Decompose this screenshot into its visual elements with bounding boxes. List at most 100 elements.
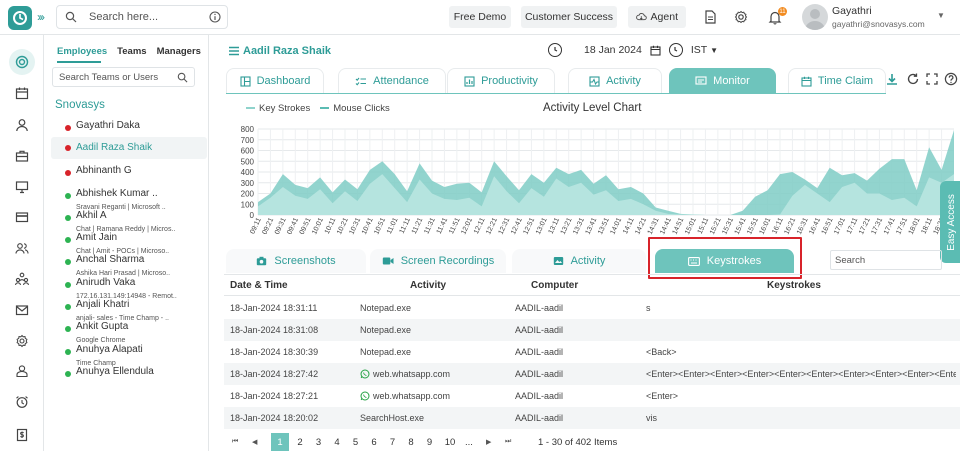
page-link[interactable]: 3 [315, 436, 322, 448]
settings-icon[interactable] [733, 9, 749, 25]
timezone-label[interactable]: IST [690, 44, 708, 56]
agent-button[interactable]: Agent [628, 6, 686, 28]
table-row[interactable]: 18-Jan-2024 18:27:42 web.whatsapp.com AADI… [224, 363, 960, 385]
table-search[interactable] [830, 250, 942, 270]
table-row[interactable]: 18-Jan-2024 18:20:02 SearchHost.exe AADIL-… [224, 407, 960, 429]
legend-mouse-clicks[interactable]: Mouse Clicks [320, 103, 390, 114]
video-icon [382, 257, 394, 265]
free-demo-button[interactable]: Free Demo [449, 6, 511, 28]
page-link[interactable]: 9 [426, 436, 433, 448]
tab-productivity[interactable]: Productivity [447, 68, 555, 93]
org-name[interactable]: Snovasys [55, 99, 105, 111]
timezone-icon[interactable] [668, 43, 683, 57]
tab-label: Productivity [481, 75, 538, 87]
rail-support[interactable] [12, 361, 32, 381]
prev-page-icon[interactable]: ◀ [252, 439, 258, 446]
user-menu-caret-icon[interactable]: ▼ [937, 11, 945, 20]
tab-activity[interactable]: Activity [568, 68, 662, 93]
calendar-icon[interactable] [650, 45, 661, 56]
last-page-icon[interactable]: ⏭ [505, 438, 512, 445]
easy-access-button[interactable]: Easy Access [940, 181, 960, 263]
panel-search[interactable] [52, 67, 195, 87]
rail-team[interactable] [12, 238, 32, 258]
main-tabs: Dashboard Attendance Productivity Activi… [226, 68, 886, 94]
help-icon[interactable] [944, 72, 958, 86]
table-search-input[interactable] [831, 251, 941, 269]
status-dot [65, 326, 71, 333]
subtab-screen-recordings[interactable]: Screen Recordings [370, 249, 506, 273]
rail-projects[interactable] [12, 146, 32, 166]
cell-activity: Notepad.exe [360, 303, 411, 313]
pager-summary: 1 - 30 of 402 Items [538, 436, 618, 448]
tab-time-claim[interactable]: Time Claim [788, 68, 886, 93]
table-row[interactable]: 18-Jan-2024 18:31:08 Notepad.exe AADIL-aad… [224, 319, 960, 341]
calendar-icon [15, 87, 29, 100]
info-icon[interactable] [209, 11, 221, 23]
tab-attendance[interactable]: Attendance [338, 68, 446, 93]
employee-activity: Chat | Amit - POCs | Microso.. [76, 248, 170, 256]
document-icon[interactable] [702, 9, 718, 25]
subtab-screenshots[interactable]: Screenshots [226, 249, 366, 273]
page-link[interactable]: 2 [297, 436, 303, 448]
cell-keystrokes: <Back> [646, 347, 956, 357]
employee-name: Anirudh Vaka [76, 276, 136, 288]
avatar[interactable] [802, 4, 828, 30]
tab-employees[interactable]: Employees [57, 46, 108, 57]
fullscreen-icon[interactable] [925, 72, 939, 86]
menu-icon[interactable] [229, 46, 239, 56]
employee-name: Akhil A [76, 209, 107, 221]
rail-org[interactable] [12, 269, 32, 289]
refresh-icon[interactable] [906, 72, 920, 86]
clock-icon[interactable] [548, 43, 562, 57]
user-name[interactable]: Gayathri [832, 5, 872, 17]
subtab-keystrokes[interactable]: Keystrokes [655, 249, 794, 273]
rail-profile[interactable] [12, 115, 32, 135]
page-link[interactable]: ... [465, 436, 473, 448]
rail-mail[interactable] [12, 300, 32, 320]
col-activity[interactable]: Activity [410, 280, 447, 291]
panel-search-input[interactable] [59, 70, 169, 84]
first-page-icon[interactable]: ⏮ [232, 438, 239, 445]
page-link[interactable]: 4 [334, 436, 340, 448]
rail-activity-tracking[interactable] [9, 49, 35, 75]
expand-sidebar-icon[interactable]: ››› [37, 10, 45, 24]
tab-managers[interactable]: Managers [156, 46, 201, 57]
global-search[interactable] [56, 5, 228, 29]
tab-monitor[interactable]: Monitor [669, 68, 776, 93]
table-row[interactable]: 18-Jan-2024 18:31:11 Notepad.exe AADIL-aad… [224, 297, 960, 319]
employee-item[interactable]: Aadil Raza Shaik [51, 136, 207, 159]
rail-billing[interactable] [12, 207, 32, 227]
page-link[interactable]: 7 [389, 436, 396, 448]
cell-activity: web.whatsapp.com [360, 369, 450, 379]
tab-dashboard[interactable]: Dashboard [226, 68, 324, 93]
app-logo[interactable] [8, 6, 32, 30]
next-page-icon[interactable]: ▶ [486, 439, 492, 446]
global-search-input[interactable] [89, 8, 199, 26]
rail-monitor[interactable] [12, 177, 32, 197]
page-link[interactable]: 8 [408, 436, 414, 448]
page-current[interactable]: 1 [271, 433, 289, 451]
selected-date[interactable]: 18 Jan 2024 [584, 44, 642, 56]
rail-calendar[interactable] [12, 83, 32, 103]
download-icon[interactable] [885, 72, 899, 86]
rail-settings[interactable] [12, 331, 32, 351]
table-row[interactable]: 18-Jan-2024 18:30:39 Notepad.exe AADIL-aad… [224, 341, 960, 363]
col-keystrokes[interactable]: Keystrokes [767, 280, 821, 291]
timezone-caret-icon[interactable]: ▼ [710, 45, 719, 55]
tab-teams[interactable]: Teams [117, 46, 147, 57]
activity-level-chart: 010020030040050060070080009:1109:2109:31… [241, 125, 954, 236]
page-link[interactable]: 5 [352, 436, 359, 448]
customer-success-button[interactable]: Customer Success [521, 6, 617, 28]
rail-alarm[interactable] [12, 392, 32, 412]
series-keystrokes-area[interactable] [258, 174, 954, 215]
bell-icon[interactable] [767, 9, 783, 25]
page-link[interactable]: 10 [444, 436, 456, 448]
legend-keystrokes[interactable]: Key Strokes [246, 103, 310, 114]
table-row[interactable]: 18-Jan-2024 18:27:21 web.whatsapp.com AADI… [224, 385, 960, 407]
rail-payroll[interactable] [12, 425, 32, 445]
col-computer[interactable]: Computer [531, 280, 579, 291]
page-link[interactable]: 6 [371, 436, 377, 448]
col-date-time[interactable]: Date & Time [230, 280, 288, 291]
subtab-activity[interactable]: Activity [512, 249, 646, 273]
mail-icon [15, 305, 29, 316]
